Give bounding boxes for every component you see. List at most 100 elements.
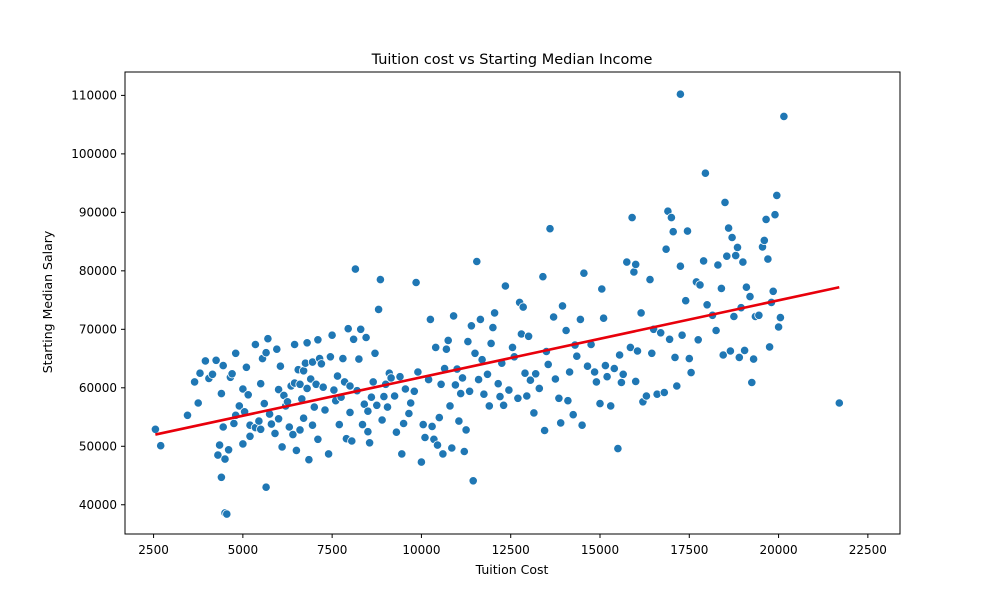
data-point-130 <box>416 457 426 467</box>
data-point-122 <box>397 449 407 459</box>
data-point-230 <box>636 308 646 318</box>
data-point-93 <box>345 381 355 391</box>
data-point-169 <box>489 308 500 318</box>
data-point-46 <box>272 344 282 354</box>
x-tick-label-1: 5000 <box>228 543 259 557</box>
data-point-226 <box>629 267 639 277</box>
y-tick-label-1: 50000 <box>79 439 117 453</box>
data-point-176 <box>507 342 518 352</box>
data-point-229 <box>632 346 643 356</box>
data-point-99 <box>354 354 364 364</box>
data-point-125 <box>404 408 414 419</box>
data-point-228 <box>631 376 641 386</box>
data-point-238 <box>659 387 669 398</box>
data-point-251 <box>684 353 694 364</box>
data-point-78 <box>316 359 326 369</box>
data-point-131 <box>418 419 428 430</box>
data-point-196 <box>554 393 564 403</box>
x-tick-label-8: 22500 <box>849 543 887 557</box>
data-point-193 <box>545 224 555 234</box>
data-point-152 <box>457 373 468 383</box>
data-point-187 <box>531 369 541 379</box>
data-point-247 <box>675 89 686 99</box>
data-point-212 <box>595 398 605 409</box>
data-point-137 <box>431 342 441 352</box>
data-point-215 <box>600 360 611 371</box>
data-point-262 <box>716 283 727 293</box>
data-point-233 <box>645 274 655 285</box>
data-point-183 <box>522 391 532 401</box>
y-tick-label-5: 90000 <box>79 205 117 219</box>
data-point-274 <box>738 257 748 267</box>
data-point-101 <box>357 419 368 430</box>
data-point-111 <box>373 304 384 314</box>
data-point-132 <box>420 432 430 443</box>
data-point-242 <box>666 213 677 223</box>
data-point-112 <box>375 274 385 285</box>
data-point-166 <box>484 401 494 411</box>
data-point-173 <box>498 400 509 410</box>
data-point-106 <box>364 438 375 448</box>
data-point-36 <box>256 379 266 389</box>
data-point-199 <box>561 325 571 336</box>
data-point-140 <box>436 379 446 389</box>
data-point-217 <box>606 401 616 411</box>
data-point-244 <box>670 352 680 362</box>
data-point-15 <box>218 422 228 432</box>
data-point-237 <box>656 328 666 338</box>
data-point-126 <box>406 398 416 408</box>
data-point-190 <box>539 425 550 436</box>
data-point-281 <box>754 310 764 320</box>
data-point-171 <box>495 391 505 402</box>
data-point-268 <box>727 232 737 243</box>
y-tick-label-6: 100000 <box>71 147 117 161</box>
data-point-267 <box>725 346 736 356</box>
data-point-71 <box>307 420 318 430</box>
data-point-13 <box>216 388 226 399</box>
trend-line <box>155 285 840 436</box>
data-point-208 <box>582 361 593 371</box>
data-point-100 <box>356 324 366 334</box>
data-point-121 <box>395 372 405 382</box>
data-point-239 <box>661 244 671 254</box>
x-tick-label-4: 12500 <box>492 543 530 557</box>
data-point-256 <box>698 256 709 266</box>
data-point-67 <box>302 338 312 348</box>
data-point-248 <box>677 330 687 340</box>
y-tick-label-0: 40000 <box>79 498 117 512</box>
data-point-68 <box>302 383 312 393</box>
data-point-289 <box>770 210 780 220</box>
data-point-241 <box>664 334 675 344</box>
trend-layer <box>155 285 840 436</box>
data-point-135 <box>427 421 437 431</box>
plot-frame <box>124 71 901 535</box>
data-point-61 <box>295 425 305 435</box>
data-point-272 <box>734 352 744 362</box>
data-point-181 <box>518 302 528 312</box>
data-point-109 <box>370 348 380 358</box>
data-point-62 <box>295 379 305 389</box>
data-point-151 <box>456 388 466 399</box>
data-point-175 <box>504 385 514 395</box>
data-point-56 <box>288 429 298 440</box>
data-point-285 <box>763 254 773 264</box>
data-point-73 <box>309 402 319 412</box>
data-point-3 <box>190 377 200 387</box>
data-point-22 <box>229 418 239 429</box>
data-point-288 <box>768 286 778 296</box>
data-point-127 <box>409 386 419 396</box>
data-point-227 <box>631 259 641 269</box>
x-tick-label-3: 10000 <box>402 543 440 557</box>
data-point-134 <box>425 314 435 324</box>
data-point-290 <box>772 190 782 200</box>
data-point-41 <box>261 348 271 358</box>
y-tick-label-3: 70000 <box>79 322 117 336</box>
data-point-184 <box>523 331 534 341</box>
data-point-76 <box>313 434 323 444</box>
data-point-96 <box>348 334 359 344</box>
data-point-211 <box>591 377 602 387</box>
data-point-44 <box>266 419 276 429</box>
data-point-25 <box>234 401 244 411</box>
data-point-92 <box>343 324 353 334</box>
data-point-143 <box>441 344 451 354</box>
